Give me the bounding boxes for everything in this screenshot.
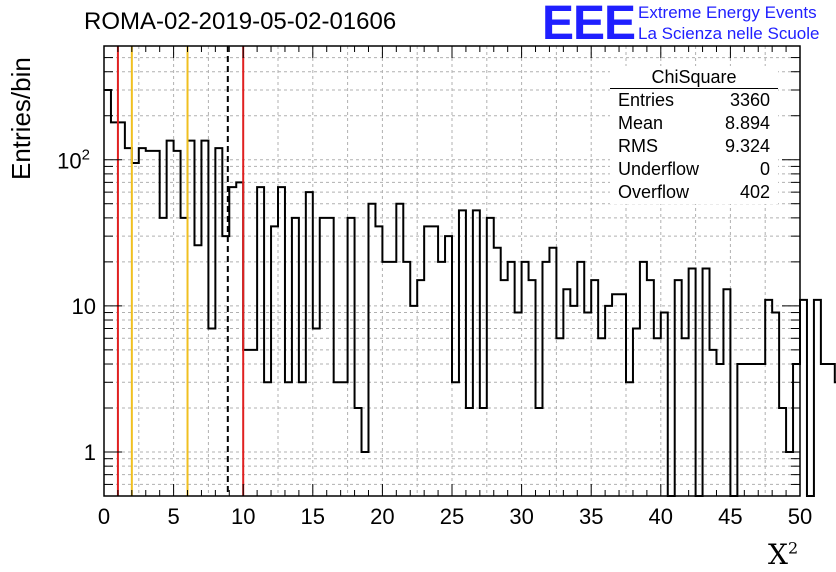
stats-title: ChiSquare [610,66,778,89]
x-tick-label: 15 [301,504,325,529]
stats-label: Mean [618,113,664,133]
x-tick-label: 0 [98,504,110,529]
x-axis-label-base: X [768,538,788,571]
x-tick-label: 5 [167,504,179,529]
stats-label: Overflow [618,182,690,202]
stats-value: 0 [759,159,770,179]
stats-value: 402 [739,182,770,202]
stats-value: 9.324 [724,136,770,156]
stats-value: 3360 [729,90,770,110]
stats-row: Mean 8.894 [610,112,778,135]
x-tick-label: 50 [788,504,812,529]
y-axis-label: Entries/bin [6,57,36,180]
x-tick-label: 25 [440,504,464,529]
y-tick-label: 1 [84,440,96,465]
stats-row: Entries 3360 [610,89,778,112]
stats-row: Overflow 402 [610,181,778,204]
y-tick-label: 102 [57,147,90,174]
x-tick-label: 40 [649,504,673,529]
x-axis-label: X2 [768,538,798,571]
x-tick-label: 35 [579,504,603,529]
y-tick-label: 10 [72,294,96,319]
axes [103,45,801,497]
reference-lines [116,46,245,496]
stats-label: Entries [618,90,675,110]
histogram [104,88,836,497]
logo-tagline-1: Extreme Energy Events [638,3,817,22]
x-tick-label: 20 [370,504,394,529]
x-tick-label: 45 [718,504,742,529]
x-axis-label-exponent: 2 [787,538,799,558]
stats-row: Underflow 0 [610,158,778,181]
stats-label: RMS [618,136,658,156]
stats-box: ChiSquare Entries 3360 Mean 8.894 RMS 9.324… [610,66,778,204]
stats-label: Underflow [618,159,700,179]
chart-title: ROMA-02-2019-05-02-01606 [84,8,397,35]
x-tick-label: 30 [509,504,533,529]
x-tick-label: 10 [231,504,255,529]
stats-row: RMS 9.324 [610,135,778,158]
histogram-outline [104,88,836,497]
logo-tagline-2: La Scienza nelle Scuole [638,24,820,43]
tick-labels: 0 5 10 15 20 25 30 35 40 45 50 1 10 102 [57,147,812,529]
eee-logo: EEE [542,0,636,50]
stats-value: 8.894 [724,113,770,133]
